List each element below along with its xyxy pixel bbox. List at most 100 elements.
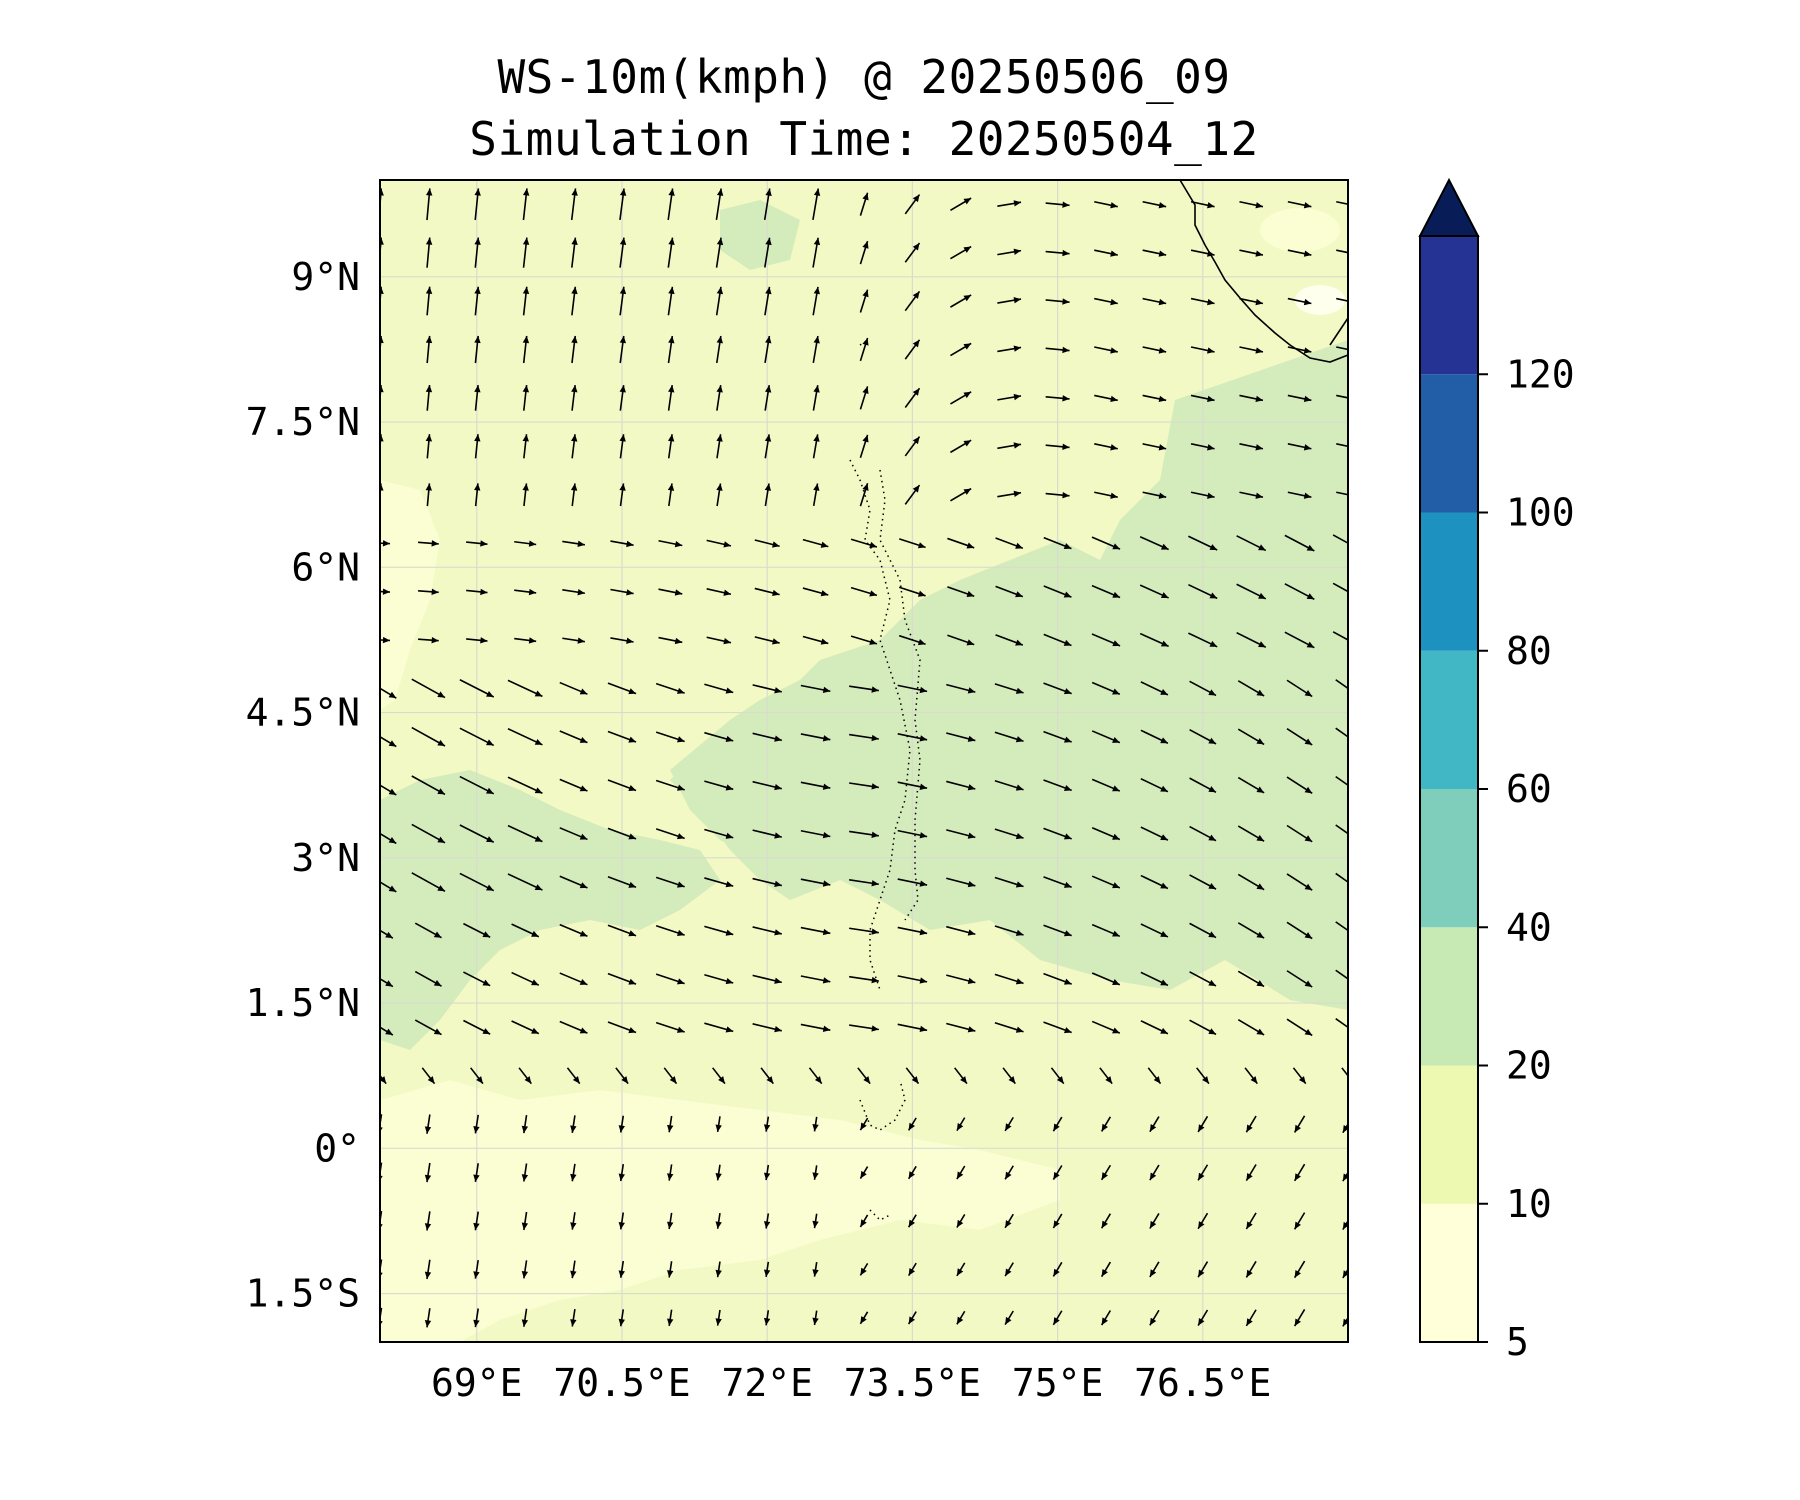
wind-vector (1287, 443, 1312, 451)
colorbar-bin-4 (1420, 650, 1478, 789)
wind-vector (514, 540, 537, 547)
wind-vector (1100, 1164, 1112, 1181)
wind-vector (706, 636, 732, 645)
wind-vector (619, 385, 626, 411)
wind-vector (1189, 874, 1217, 890)
wind-vector (1004, 1262, 1014, 1277)
wind-vector (1237, 728, 1265, 746)
wind-vector (1244, 1067, 1258, 1085)
wind-vector (997, 345, 1022, 353)
wind-vector (907, 1214, 917, 1228)
wind-vector (898, 538, 926, 549)
wind-vector (1043, 585, 1072, 598)
wind-vector (521, 1260, 529, 1279)
contour-20-40-north (720, 200, 800, 270)
wind-vector (764, 335, 772, 364)
wind-vector (704, 683, 734, 694)
wind-vector (610, 588, 634, 596)
wind-vector (1335, 727, 1348, 738)
wind-vector (1142, 491, 1167, 499)
wind-vector (1287, 297, 1312, 306)
islands (849, 339, 921, 1221)
wind-vector (559, 681, 588, 695)
wind-vector (1094, 443, 1118, 451)
wind-vector (1332, 582, 1348, 593)
colorbar-bin-3 (1420, 789, 1478, 928)
wind-vector (716, 434, 723, 459)
wind-vector (850, 586, 878, 597)
wind-vector (859, 192, 869, 216)
wind-vector (1149, 1213, 1160, 1229)
wind-vector (667, 1309, 674, 1327)
wind-vector (380, 832, 397, 845)
wind-vector (715, 188, 724, 221)
wind-vector (514, 637, 537, 644)
wind-vector (655, 973, 685, 985)
wind-vector (997, 393, 1022, 401)
wind-vector (994, 779, 1024, 791)
wind-vector (1139, 584, 1169, 599)
wind-vector (570, 1260, 577, 1279)
wind-vector (1091, 681, 1121, 695)
wind-vector (907, 1117, 917, 1131)
wind-vector (1190, 200, 1215, 209)
wind-vector (411, 678, 446, 699)
wind-vector (754, 636, 780, 645)
wind-vector (956, 1117, 966, 1132)
wind-vector (1149, 1116, 1160, 1133)
wind-vector (1239, 491, 1264, 499)
wind-vector (1245, 1164, 1257, 1182)
wind-vector (1189, 922, 1217, 939)
wind-vector (425, 237, 433, 268)
wind-vector (667, 1115, 674, 1133)
wind-vector (380, 929, 394, 939)
wind-vector (571, 434, 578, 459)
wind-vector (619, 188, 627, 221)
wind-vector (1335, 921, 1348, 932)
wind-vector (859, 434, 869, 458)
wind-vector (1342, 1122, 1348, 1134)
wind-vector (1239, 200, 1264, 209)
wind-vector (618, 1115, 625, 1133)
wind-vector (473, 1259, 480, 1279)
map-plot-area (380, 180, 1348, 1342)
wind-vector (655, 779, 685, 791)
wind-vector (812, 483, 820, 507)
wind-vector (1149, 1164, 1160, 1181)
y-axis-labels: 9°N 7.5°N 6°N 4.5°N 3°N 1.5°N 0° 1.5°S (246, 255, 360, 1316)
wind-vector (994, 828, 1024, 840)
wind-vector (1149, 1261, 1160, 1278)
wind-vector (764, 286, 772, 316)
wind-vector (514, 588, 537, 596)
colorbar-bin-7 (1420, 236, 1478, 375)
wind-vector (618, 1260, 625, 1278)
wind-vector (897, 878, 928, 887)
wind-vector (904, 194, 921, 215)
wind-vector (610, 540, 634, 548)
wind-vector (715, 1213, 722, 1229)
wind-vector (808, 1067, 823, 1085)
wind-vector (1043, 536, 1072, 550)
wind-vector (380, 881, 397, 893)
wind-vector (1142, 297, 1167, 306)
wind-vector (521, 1211, 529, 1231)
wind-vector (715, 1164, 722, 1181)
wind-vector (1239, 394, 1264, 403)
x-tick-label: 75°E (1012, 1361, 1104, 1405)
wind-vector (1099, 1067, 1113, 1085)
wind-vector (667, 188, 675, 221)
wind-vector (522, 237, 530, 268)
wind-vector (802, 538, 829, 548)
wind-vector (995, 585, 1024, 598)
wind-vector (473, 1163, 480, 1182)
wind-vector (763, 1116, 771, 1132)
contour-5-10-west (380, 480, 440, 710)
wind-vector (571, 286, 578, 316)
y-tick-label: 4.5°N (246, 691, 360, 735)
wind-vector (800, 829, 831, 839)
wind-vector (463, 922, 491, 938)
wind-vector (1335, 872, 1348, 884)
wind-vector (421, 1067, 436, 1085)
wind-vector (760, 1067, 774, 1085)
wind-vector (474, 384, 481, 411)
